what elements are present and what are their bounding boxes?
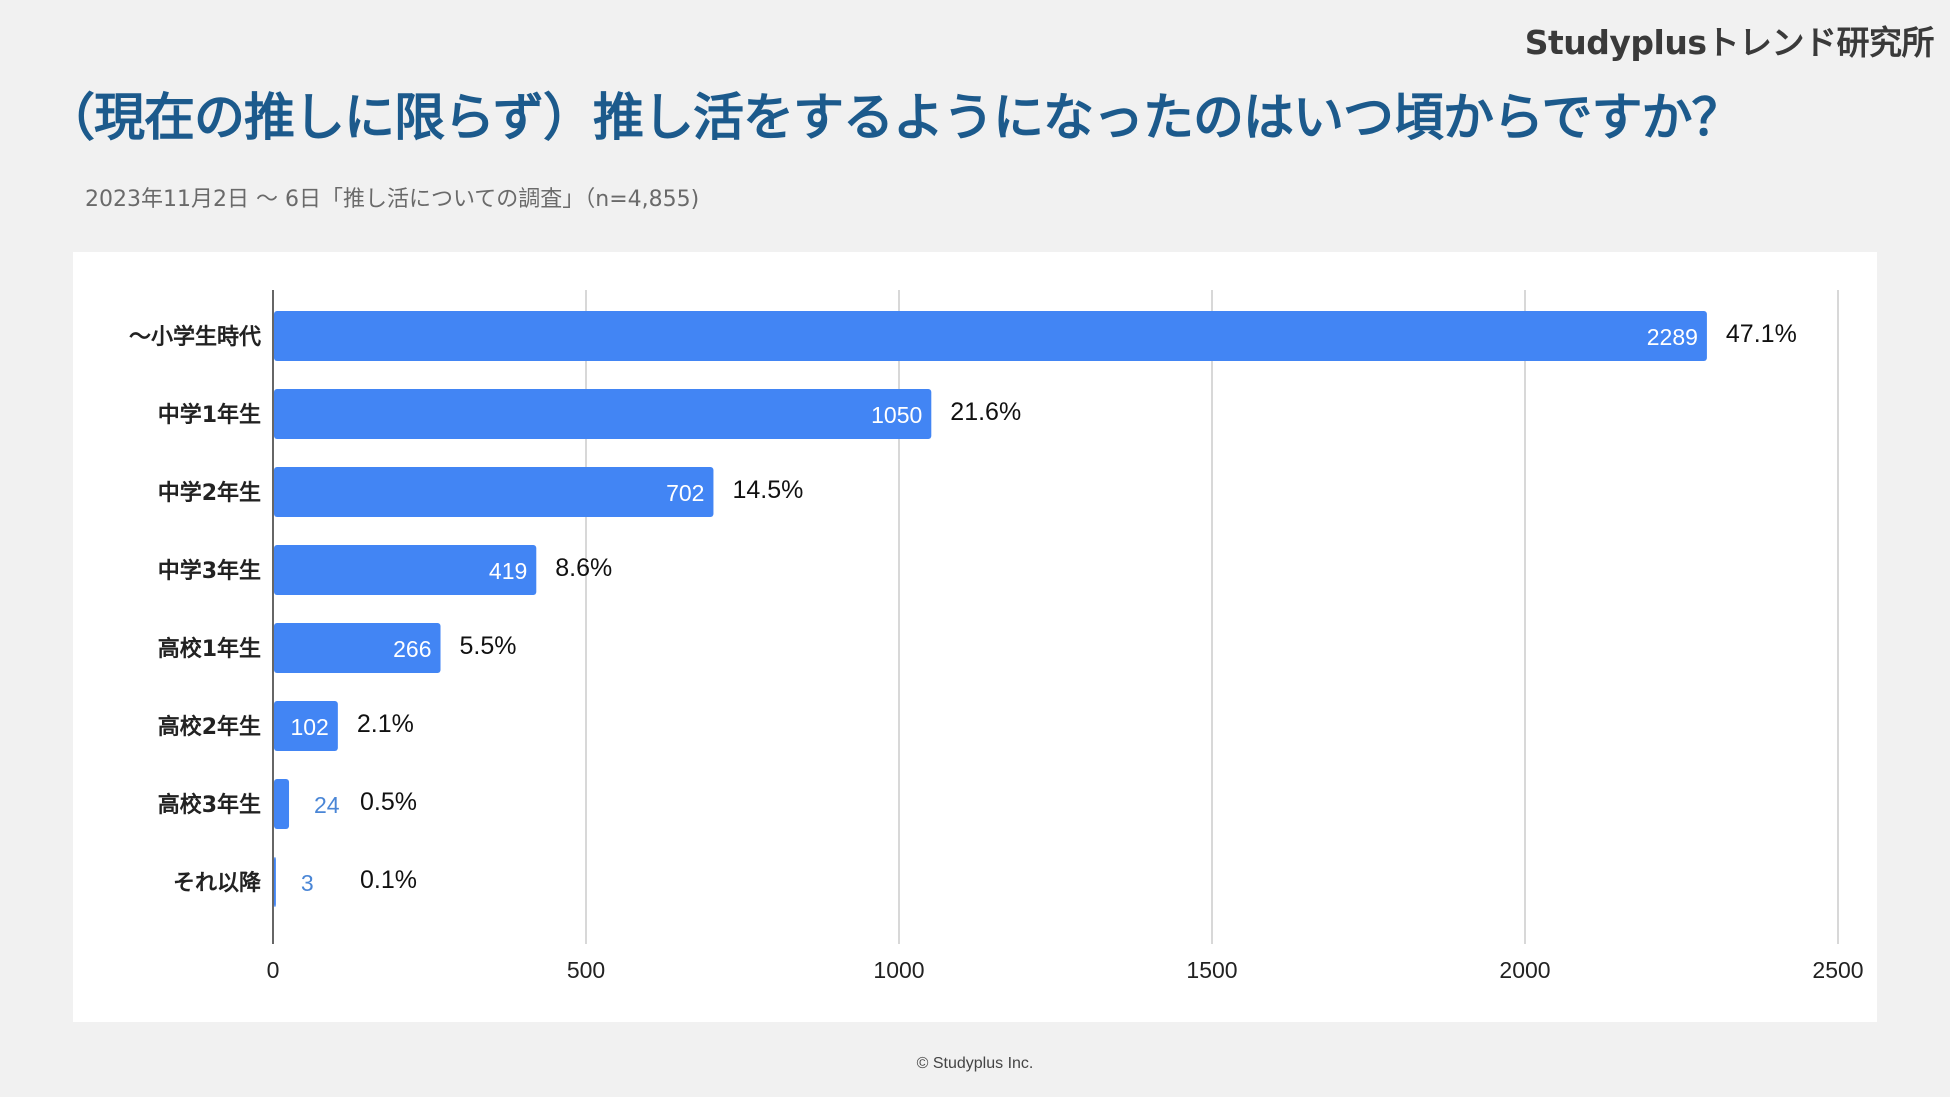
percent-label: 2.1%: [357, 710, 414, 738]
category-label: 高校1年生: [158, 636, 261, 662]
bar-value-label: 102: [290, 714, 328, 740]
x-tick-label: 1500: [1186, 957, 1237, 983]
x-tick-label: 500: [567, 957, 605, 983]
category-label: それ以降: [173, 871, 262, 896]
bar-value-label: 1050: [871, 402, 922, 428]
bar: [274, 311, 1707, 361]
percent-label: 14.5%: [732, 476, 803, 504]
category-label: 中学2年生: [158, 480, 261, 506]
percent-label: 8.6%: [555, 554, 612, 582]
bar: [274, 779, 290, 829]
percent-label: 0.1%: [360, 866, 417, 894]
bar-chart: 0 500 1000 1500 2000 2500 〜小学生時代 2289 47.1% 中学1年生…: [129, 290, 1864, 983]
bar: [274, 857, 276, 907]
percent-label: 47.1%: [1726, 320, 1797, 348]
bar: [274, 467, 714, 517]
page-title: （現在の推しに限らず）推し活をするようになったのはいつ頃からですか？: [44, 89, 1742, 148]
bar: [274, 545, 537, 595]
bar: [274, 701, 338, 751]
category-label: 中学1年生: [158, 402, 261, 428]
copyright-footer: © Studyplus Inc.: [916, 1055, 1034, 1072]
x-tick-label: 2500: [1812, 957, 1863, 983]
x-tick-label: 0: [267, 957, 280, 983]
percent-label: 21.6%: [950, 398, 1021, 426]
survey-subtitle: 2023年11月2日 〜 6日「推し活についての調査」（n=4,855): [85, 187, 700, 212]
bar-value-label: 702: [666, 480, 704, 506]
x-tick-label: 2000: [1499, 957, 1550, 983]
bar-value-label: 266: [393, 636, 431, 662]
bar-value-label: 419: [489, 558, 527, 584]
bar: [274, 389, 932, 439]
brand-logo: Studyplusトレンド研究所: [1524, 23, 1935, 62]
category-label: 高校3年生: [158, 792, 261, 818]
bar-value-label: 24: [314, 792, 340, 818]
bar-value-label: 2289: [1647, 324, 1698, 350]
percent-label: 0.5%: [360, 788, 417, 816]
bar: [274, 623, 441, 673]
category-label: 〜小学生時代: [129, 324, 261, 350]
x-tick-label: 1000: [873, 957, 924, 983]
chart-panel: 0 500 1000 1500 2000 2500 〜小学生時代 2289 47.1% 中学1年生…: [73, 252, 1877, 1022]
category-label: 中学3年生: [158, 558, 261, 584]
percent-label: 5.5%: [460, 632, 517, 660]
bar-value-label: 3: [301, 870, 314, 896]
category-label: 高校2年生: [158, 714, 261, 740]
